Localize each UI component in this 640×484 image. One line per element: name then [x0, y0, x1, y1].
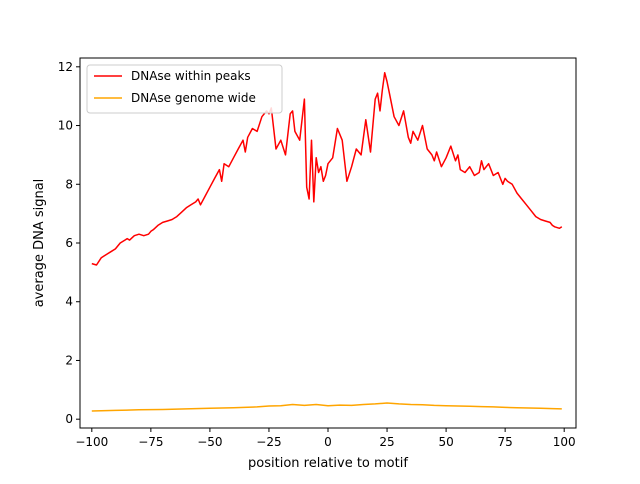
legend: DNAse within peaks DNAse genome wide [86, 64, 283, 114]
legend-label-1: DNAse within peaks [131, 69, 251, 83]
y-tick-label: 6 [65, 236, 73, 250]
x-tick-label: −100 [75, 435, 108, 449]
x-tick-label: −25 [256, 435, 281, 449]
y-axis: 0 2 4 6 8 10 12 [58, 60, 80, 426]
x-axis: −100 −75 −50 −25 0 25 50 75 100 [75, 428, 576, 449]
legend-box [86, 64, 283, 114]
x-axis-label: position relative to motif [248, 456, 408, 471]
x-tick-label: 75 [498, 435, 513, 449]
plot-series [91, 71, 563, 412]
series-line-1 [91, 71, 563, 266]
y-tick-label: 8 [65, 177, 73, 191]
y-tick-label: 2 [65, 353, 73, 367]
y-tick-label: 10 [58, 119, 73, 133]
series-line-2 [91, 402, 562, 412]
y-axis-label: average DNA signal [32, 179, 47, 308]
x-tick-label: −75 [138, 435, 163, 449]
x-tick-label: 100 [553, 435, 576, 449]
x-tick-label: 50 [438, 435, 453, 449]
x-tick-label: −50 [197, 435, 222, 449]
x-tick-label: 25 [379, 435, 394, 449]
x-tick-label: 0 [324, 435, 332, 449]
y-tick-label: 4 [65, 295, 73, 309]
legend-label-2: DNAse genome wide [131, 91, 256, 105]
y-tick-label: 0 [65, 412, 73, 426]
y-tick-label: 12 [58, 60, 73, 74]
